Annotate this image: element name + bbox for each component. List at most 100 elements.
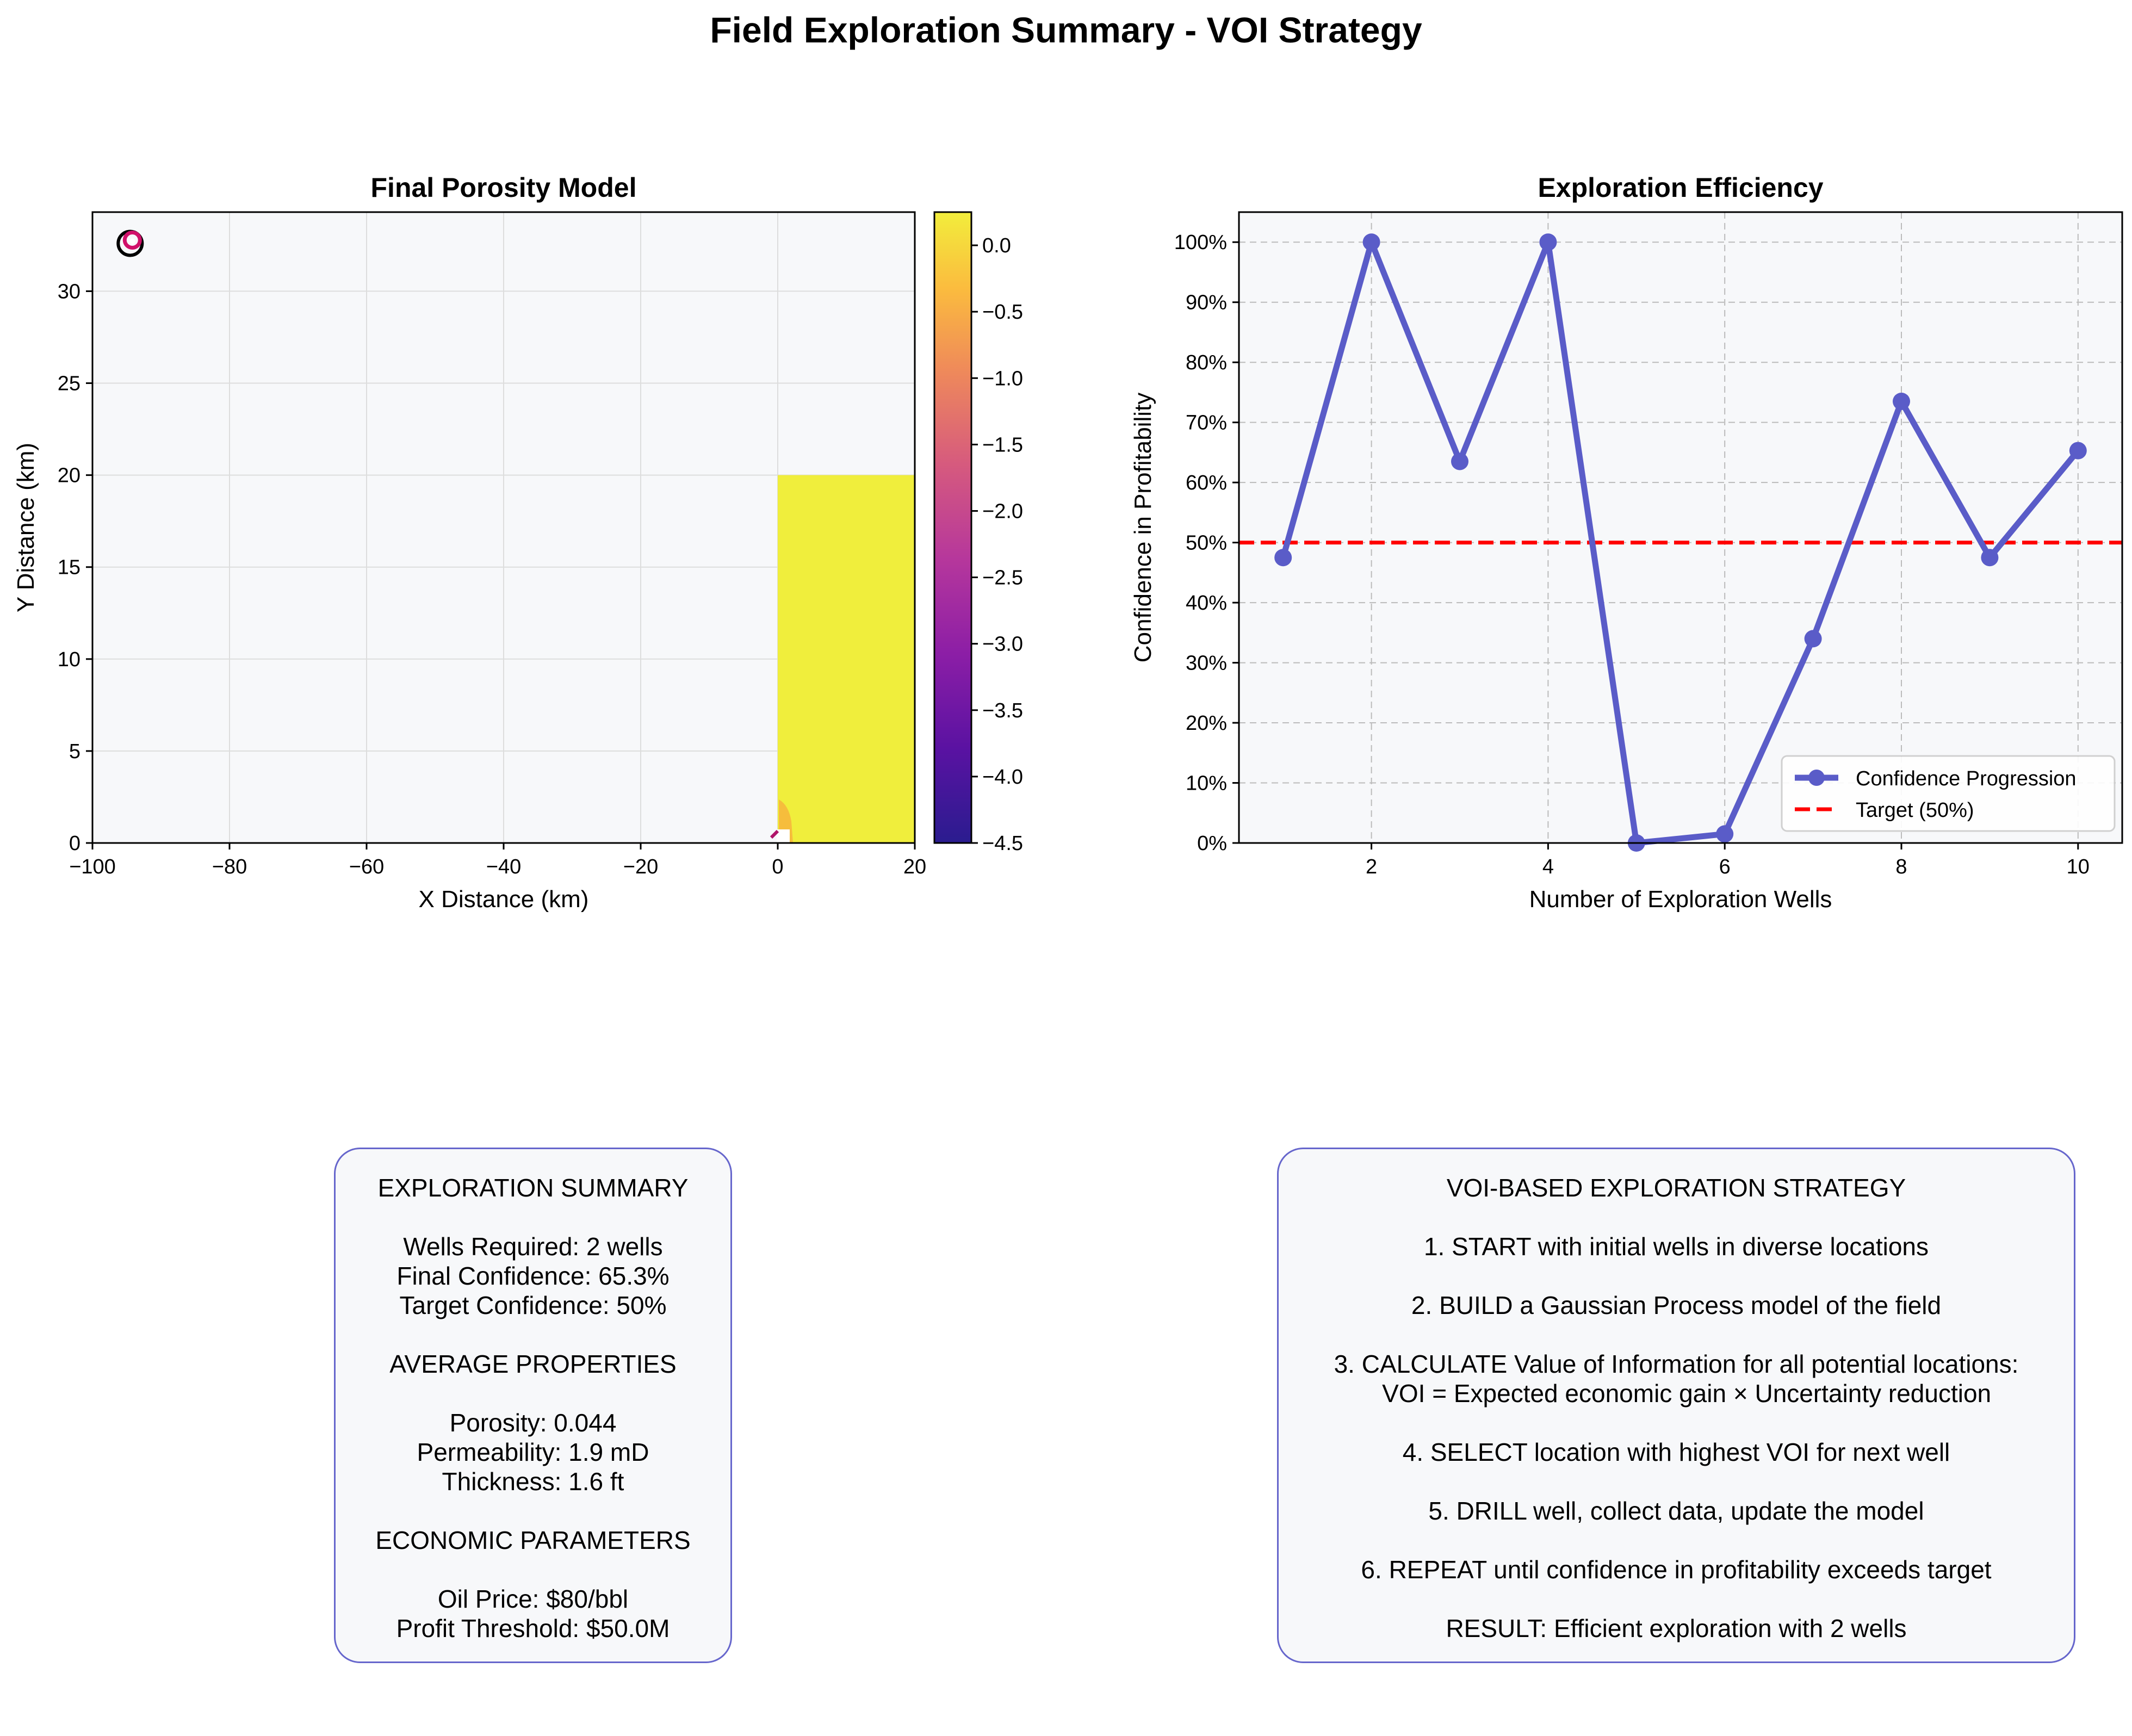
porosity-x-tick-label: −40 <box>486 855 521 878</box>
confidence-line <box>1280 239 2081 846</box>
colorbar-tick-label: −3.0 <box>982 633 1023 656</box>
porosity-x-tick-label: −80 <box>212 855 247 878</box>
efficiency-y-tick-label: 50% <box>1186 532 1227 555</box>
well-marker-cluster <box>116 230 144 257</box>
strategy-line: 4. SELECT location with highest VOI for … <box>1402 1438 1950 1466</box>
summary-line: EXPLORATION SUMMARY <box>377 1174 689 1202</box>
porosity-filled-region <box>778 475 915 843</box>
efficiency-y-tick-label: 90% <box>1186 292 1227 314</box>
summary-line: Target Confidence: 50% <box>399 1291 667 1319</box>
strategy-spacer <box>1279 1320 2074 1349</box>
porosity-y-tick-label: 15 <box>58 556 80 579</box>
efficiency-x-tick-label: 6 <box>1719 855 1731 878</box>
well-marker-center <box>129 238 135 244</box>
porosity-map-xlabel: X Distance (km) <box>419 886 589 913</box>
efficiency-y-tick-label: 60% <box>1186 472 1227 494</box>
well-marker-ring-inner <box>122 230 142 250</box>
colorbar-tick-label: 0.0 <box>982 234 1011 257</box>
figure-title: Field Exploration Summary - VOI Strategy <box>710 10 1422 50</box>
porosity-x-tick-label: −100 <box>69 855 116 878</box>
efficiency-title: Exploration Efficiency <box>1538 172 1823 203</box>
porosity-y-tick-label: 0 <box>69 832 80 855</box>
summary-line: Thickness: 1.6 ft <box>442 1467 624 1496</box>
strategy-line: RESULT: Efficient exploration with 2 wel… <box>1446 1614 1907 1642</box>
porosity-map-y-ticks: 0 5 10 15 20 25 30 <box>58 280 92 855</box>
colorbar-tick-label: −3.5 <box>982 699 1023 722</box>
contour-edge-mark <box>770 829 779 839</box>
efficiency-y-ticks: 0% 10% 20% 30% 40% 50% 60% 70% 80% 90% 100% <box>1174 231 1239 855</box>
contour-edge-notch <box>777 829 790 843</box>
efficiency-y-tick-label: 0% <box>1197 832 1227 855</box>
summary-spacer <box>336 1379 730 1408</box>
summary-line: Profit Threshold: $50.0M <box>396 1614 670 1642</box>
strategy-lines: VOI-BASED EXPLORATION STRATEGY 1. START w… <box>1279 1173 2074 1643</box>
strategy-line: 1. START with initial wells in diverse l… <box>1423 1232 1929 1261</box>
colorbar-tick-label: −4.0 <box>982 766 1023 789</box>
porosity-x-tick-label: −60 <box>349 855 384 878</box>
strategy-line: 3. CALCULATE Value of Information for al… <box>1334 1350 2019 1378</box>
summary-spacer <box>336 1320 730 1349</box>
efficiency-x-tick-label: 10 <box>2067 855 2090 878</box>
efficiency-x-tick-label: 2 <box>1366 855 1377 878</box>
colorbar-tick-label: −0.5 <box>982 301 1023 324</box>
legend-series-swatch-marker <box>1808 770 1825 786</box>
strategy-line: VOI-BASED EXPLORATION STRATEGY <box>1446 1174 1906 1202</box>
colorbar-gradient <box>933 211 972 844</box>
confidence-point <box>1981 549 1999 567</box>
efficiency-y-tick-label: 80% <box>1186 351 1227 374</box>
efficiency-chart: 2 4 6 8 10 0% 10% 20% 30% 40% 50% 60% 70% 80% 90% 100%… <box>1130 172 2123 913</box>
porosity-map: −100 −80 −60 −40 −20 0 20 0 5 10 15 20 25 30 Final P… <box>13 172 1023 913</box>
porosity-x-tick-label: 20 <box>903 855 926 878</box>
porosity-map-ylabel: Y Distance (km) <box>13 443 39 612</box>
porosity-map-title: Final Porosity Model <box>371 172 637 203</box>
efficiency-y-tick-label: 30% <box>1186 652 1227 675</box>
porosity-y-tick-label: 5 <box>69 740 80 763</box>
strategy-line: VOI = Expected economic gain × Uncertain… <box>1361 1379 1992 1408</box>
legend-target-label: Target (50%) <box>1856 799 1974 822</box>
summary-spacer <box>336 1202 730 1232</box>
summary-line: Wells Required: 2 wells <box>403 1232 663 1261</box>
colorbar-tick-label: −4.5 <box>982 832 1023 855</box>
efficiency-ylabel: Confidence in Profitability <box>1130 393 1156 662</box>
colorbar-ticks: 0.0 −0.5 −1.0 −1.5 −2.0 −2.5 −3.0 −3.5 −4.0 −4.5 <box>971 234 1023 855</box>
strategy-spacer <box>1279 1202 2074 1232</box>
porosity-y-tick-label: 20 <box>58 464 80 487</box>
colorbar-tick-label: −1.5 <box>982 433 1023 456</box>
confidence-point <box>1539 233 1557 251</box>
confidence-points <box>1274 233 2087 852</box>
colorbar-tick-label: −1.0 <box>982 367 1023 390</box>
efficiency-y-tick-label: 10% <box>1186 772 1227 795</box>
strategy-line: 6. REPEAT until confidence in profitabil… <box>1361 1555 1992 1584</box>
confidence-point <box>1451 452 1468 470</box>
strategy-spacer <box>1279 1584 2074 1614</box>
confidence-point <box>1893 393 1910 410</box>
summary-line: Final Confidence: 65.3% <box>396 1262 670 1290</box>
efficiency-x-ticks: 2 4 6 8 10 <box>1366 843 2090 878</box>
confidence-point <box>2069 442 2087 460</box>
confidence-point <box>1716 825 1734 843</box>
efficiency-x-tick-label: 8 <box>1895 855 1907 878</box>
efficiency-legend: Confidence Progression Target (50%) <box>1781 755 2116 832</box>
summary-line: Permeability: 1.9 mD <box>417 1438 649 1466</box>
efficiency-y-tick-label: 100% <box>1174 231 1227 254</box>
exploration-summary-box: EXPLORATION SUMMARY Wells Required: 2 wel… <box>334 1148 732 1663</box>
summary-line: ECONOMIC PARAMETERS <box>375 1526 691 1554</box>
legend-frame <box>1781 755 2116 832</box>
strategy-spacer <box>1279 1467 2074 1496</box>
colorbar-tick-label: −2.0 <box>982 500 1023 523</box>
porosity-map-x-ticks: −100 −80 −60 −40 −20 0 20 <box>69 843 926 878</box>
porosity-y-tick-label: 10 <box>58 648 80 671</box>
strategy-line: 2. BUILD a Gaussian Process model of the… <box>1411 1291 1942 1319</box>
efficiency-x-tick-label: 4 <box>1542 855 1554 878</box>
legend-series-label: Confidence Progression <box>1856 767 2077 790</box>
strategy-line: 5. DRILL well, collect data, update the … <box>1428 1497 1924 1525</box>
strategy-spacer <box>1279 1408 2074 1437</box>
porosity-x-tick-label: 0 <box>772 855 783 878</box>
summary-lines: EXPLORATION SUMMARY Wells Required: 2 wel… <box>336 1173 730 1643</box>
summary-line: AVERAGE PROPERTIES <box>389 1350 677 1378</box>
efficiency-frame <box>1238 211 2123 844</box>
efficiency-xlabel: Number of Exploration Wells <box>1529 886 1832 913</box>
efficiency-y-tick-label: 20% <box>1186 712 1227 735</box>
porosity-x-tick-label: −20 <box>623 855 658 878</box>
strategy-spacer <box>1279 1526 2074 1555</box>
